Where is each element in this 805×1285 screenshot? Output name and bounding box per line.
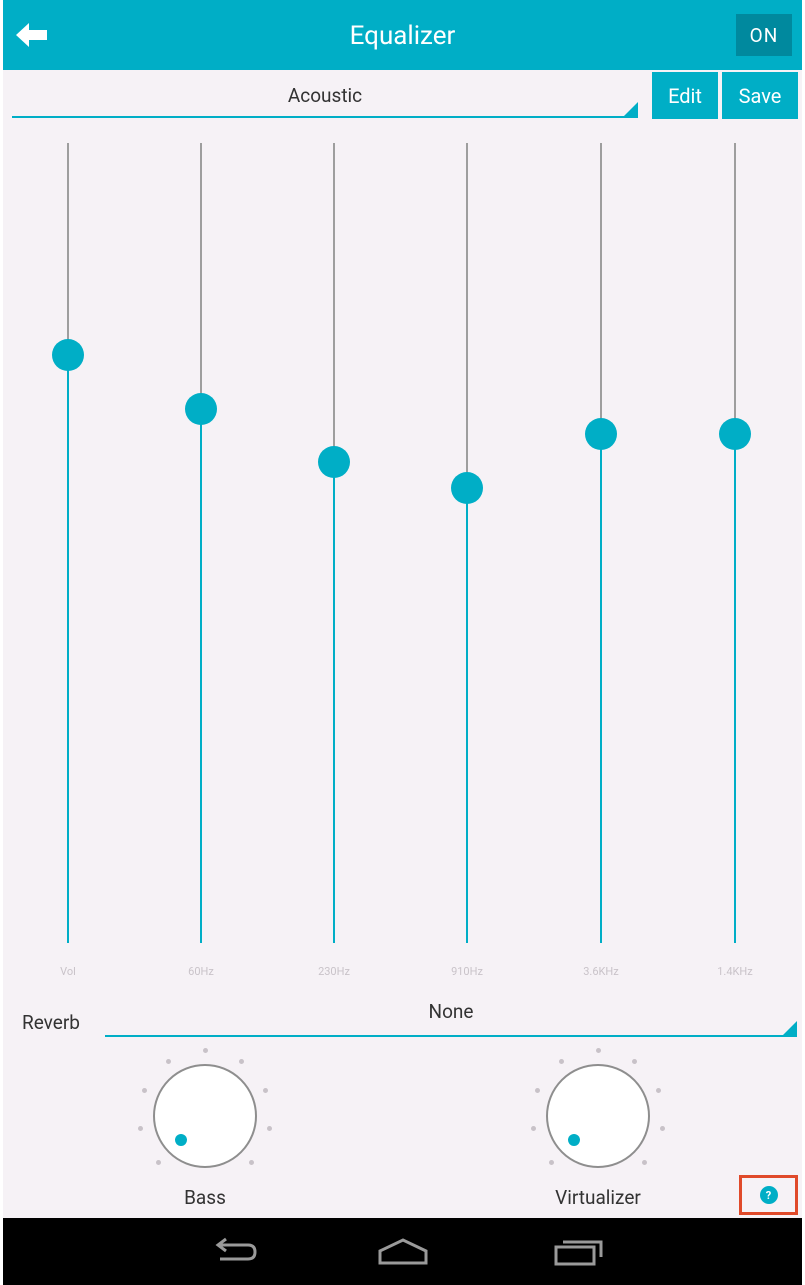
slider-track-upper (466, 143, 468, 488)
knob-tick (249, 1160, 255, 1166)
help-button[interactable]: ? (739, 1175, 798, 1215)
knob-tick (642, 1160, 648, 1166)
recent-apps-icon (554, 1240, 603, 1266)
band-label: 910Hz (451, 965, 483, 978)
knob-tick (656, 1088, 662, 1094)
band-slider[interactable] (48, 143, 88, 943)
home-icon (378, 1238, 428, 1265)
knob-tick (534, 1088, 540, 1094)
knob-tick (137, 1126, 143, 1132)
page-title: Equalizer (349, 21, 456, 51)
slider-track-upper (200, 143, 202, 409)
band-slider[interactable] (581, 143, 621, 943)
band-label: 60Hz (188, 965, 214, 978)
virtualizer-knob[interactable] (546, 1064, 650, 1168)
nav-recent-apps-button[interactable] (543, 1230, 613, 1274)
slider-thumb[interactable] (451, 472, 483, 504)
knob-tick (267, 1126, 273, 1132)
slider-track-filled (333, 462, 335, 943)
knob-tick (263, 1088, 269, 1094)
save-button[interactable]: Save (722, 72, 798, 119)
slider-track-filled (200, 409, 202, 943)
slider-track-filled (734, 434, 736, 943)
bass-knob-container (125, 1040, 285, 1190)
slider-track-upper (600, 143, 602, 434)
dropdown-underline (12, 116, 638, 118)
system-nav-bar (3, 1218, 802, 1285)
knob-tick (239, 1058, 245, 1064)
right-edge (802, 0, 805, 1285)
knob-indicator (174, 1134, 187, 1147)
knob-tick (632, 1058, 638, 1064)
band-slider[interactable] (715, 143, 755, 943)
knob-tick (155, 1160, 161, 1166)
knob-tick (660, 1126, 666, 1132)
nav-back-button[interactable] (198, 1230, 268, 1274)
virtualizer-label: Virtualizer (555, 1186, 641, 1209)
band-label: 230Hz (318, 965, 350, 978)
slider-thumb[interactable] (185, 393, 217, 425)
dropdown-corner-icon (781, 1021, 797, 1037)
slider-track-filled (67, 355, 69, 943)
reverb-dropdown[interactable]: None (105, 995, 797, 1039)
slider-thumb[interactable] (585, 418, 617, 450)
dropdown-underline (105, 1035, 797, 1037)
back-button[interactable] (11, 14, 53, 56)
band-slider[interactable] (181, 143, 221, 943)
band-label: 3.6KHz (583, 965, 619, 978)
knob-tick (202, 1047, 208, 1053)
dropdown-corner-icon (622, 102, 638, 118)
reverb-label: Reverb (22, 1011, 80, 1034)
slider-thumb[interactable] (52, 339, 84, 371)
arrow-left-icon (16, 23, 47, 47)
knob-indicator (567, 1134, 580, 1147)
app-header: Equalizer ON (3, 0, 802, 70)
band-label: 1.4KHz (717, 965, 753, 978)
reverb-selected-label: None (428, 1000, 474, 1023)
band-slider[interactable] (447, 143, 487, 943)
knob-tick (558, 1058, 564, 1064)
slider-track-upper (333, 143, 335, 462)
preset-selected-label: Acoustic (287, 84, 363, 107)
edit-button[interactable]: Edit (652, 72, 718, 119)
knob-tick (548, 1160, 554, 1166)
left-edge (0, 0, 3, 1285)
knob-tick (595, 1047, 601, 1053)
slider-thumb[interactable] (318, 446, 350, 478)
question-icon: ? (759, 1186, 778, 1204)
slider-track-filled (600, 434, 602, 943)
band-label: Vol (60, 965, 76, 978)
slider-track-filled (466, 488, 468, 943)
bass-label: Bass (184, 1186, 226, 1209)
slider-track-upper (67, 143, 69, 355)
knob-tick (141, 1088, 147, 1094)
knob-tick (165, 1058, 171, 1064)
bass-knob[interactable] (153, 1064, 257, 1168)
band-slider[interactable] (314, 143, 354, 943)
preset-dropdown[interactable]: Acoustic (12, 76, 638, 120)
nav-home-button[interactable] (368, 1230, 438, 1274)
back-icon (215, 1237, 257, 1261)
power-toggle-button[interactable]: ON (736, 14, 792, 56)
virtualizer-knob-container (518, 1040, 678, 1190)
slider-track-upper (734, 143, 736, 434)
knob-tick (530, 1126, 536, 1132)
slider-thumb[interactable] (719, 418, 751, 450)
